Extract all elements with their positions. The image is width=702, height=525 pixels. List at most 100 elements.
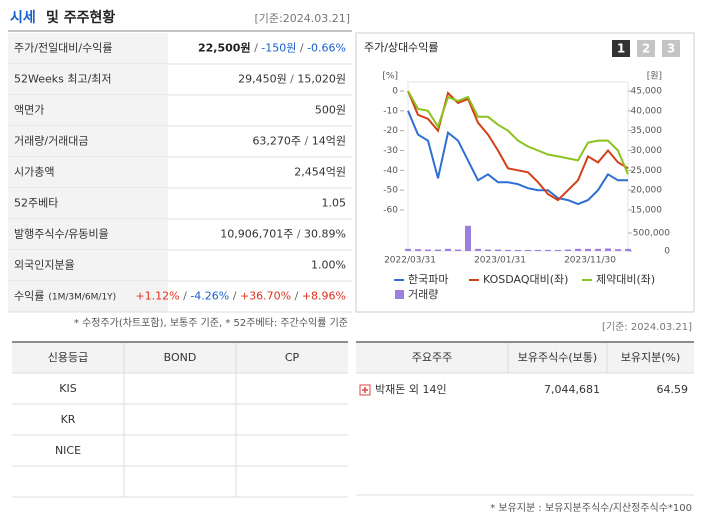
chart-button[interactable]: [662, 40, 680, 57]
legend-label: 제약대비(좌): [596, 272, 655, 286]
table-header: CP: [285, 351, 300, 364]
table-header: 신용등급: [48, 351, 88, 364]
value-separator: /: [301, 135, 312, 148]
x-tick-label: 2023/01/31: [474, 256, 526, 266]
volume-bar: [455, 249, 461, 251]
row-label-main: 52Weeks 최고/최저: [14, 73, 112, 86]
value-part: -4.26%: [190, 290, 229, 303]
x-tick-label: 2022/03/31: [384, 256, 436, 266]
chart-button-label[interactable]: 2: [642, 42, 650, 56]
row-label-bg: [8, 126, 168, 157]
holders-date: [기준: 2024.03.21]: [602, 321, 692, 333]
value-part: 1.00%: [311, 259, 346, 272]
row-label-main: 시가총액: [14, 166, 54, 179]
value-part: 29,450원: [238, 73, 287, 86]
row-label-main: 52주베타: [14, 197, 58, 210]
legend-label: 거래량: [408, 288, 438, 301]
row-label-bg: [8, 250, 168, 281]
y-tick-label: -10: [383, 106, 398, 116]
value-part: 22,500원: [198, 41, 251, 55]
holder-shares: 7,044,681: [544, 383, 600, 396]
table-header: BOND: [164, 351, 197, 364]
holder-name: 박재돈 외 14인: [375, 383, 447, 396]
table-header-bg: [12, 343, 348, 373]
value-part: -150원: [261, 42, 296, 55]
volume-bar: [425, 249, 431, 251]
volume-bar: [545, 249, 551, 251]
x-tick-label: 2023/11/30: [564, 256, 616, 266]
value-part: 2,454억원: [294, 166, 346, 179]
row-label-main: 액면가: [14, 104, 44, 117]
y-tick-label: -50: [383, 186, 398, 196]
y-unit: [%]: [382, 72, 398, 82]
volume-bar: [615, 249, 621, 251]
table-header: 보유주식수(보통): [518, 351, 597, 364]
value-separator: /: [229, 290, 240, 303]
row-label-bg: [8, 157, 168, 188]
series-line: [407, 90, 629, 175]
value-part: 15,020원: [297, 73, 346, 86]
row-label: 액면가: [14, 104, 44, 117]
row-value: 29,450원 / 15,020원: [238, 73, 346, 86]
y2-unit: [원]: [647, 71, 662, 82]
legend-swatch: [395, 290, 404, 299]
row-value: 2,454억원: [294, 166, 346, 179]
chart-button[interactable]: [637, 40, 655, 57]
chart-button-label[interactable]: 3: [667, 42, 675, 56]
value-part: +36.70%: [240, 290, 291, 303]
y-tick-label: 0: [392, 87, 398, 97]
value-separator: /: [287, 73, 298, 86]
chart-button[interactable]: [612, 40, 630, 57]
y-tick-label: -60: [383, 206, 398, 216]
y2-tick-label: 25,000: [631, 166, 663, 176]
volume-bar: [495, 249, 501, 251]
row-label-main: 외국인지분율: [14, 259, 75, 272]
row-label: 주가/전일대비/수익률: [14, 41, 113, 55]
volume-bar: [415, 249, 421, 251]
value-separator: /: [180, 290, 191, 303]
holders-note: * 보유지분 : 보유지분주식수/지산정주식수*100: [490, 502, 692, 514]
expand-plus: [362, 387, 368, 393]
row-label: 시가총액: [14, 166, 54, 179]
row-value: 63,270주 / 14억원: [252, 135, 346, 148]
value-part: -0.66%: [307, 42, 346, 55]
row-value: 1.00%: [311, 259, 346, 272]
chart-title: 주가/상대수익률: [364, 41, 439, 54]
volume-tick-label: 0: [664, 247, 670, 257]
volume-bar: [585, 248, 591, 251]
volume-bar: [625, 248, 631, 251]
row-label: 거래량/거래대금: [14, 135, 89, 148]
header-title-rest: 및 주주현황: [46, 9, 115, 26]
y-tick-label: -20: [383, 126, 398, 136]
value-part: 30.89%: [304, 228, 346, 241]
y2-tick-label: 30,000: [631, 146, 663, 156]
row-label-bg: [8, 188, 168, 219]
value-separator: /: [296, 42, 307, 55]
table-header-bg: [356, 343, 694, 373]
volume-tick-label: 500,000: [633, 229, 670, 239]
row-value: 500원: [315, 104, 346, 117]
volume-bar: [405, 248, 411, 251]
volume-bar: [605, 248, 611, 251]
value-part: 63,270주: [252, 135, 301, 148]
volume-bar: [595, 248, 601, 251]
value-part: 1.05: [322, 197, 347, 210]
volume-bar: [465, 225, 471, 251]
y2-tick-label: 15,000: [631, 206, 663, 216]
row-label: 수익률 (1M/3M/6M/1Y): [14, 290, 116, 303]
row-label: 발행주식수/유동비율: [14, 228, 109, 241]
chart-button-label[interactable]: 1: [617, 42, 625, 56]
row-label-main: 거래량/거래대금: [14, 135, 89, 148]
row-label-bg: [8, 64, 168, 95]
row-label: 52주베타: [14, 197, 58, 210]
y2-tick-label: 20,000: [631, 186, 663, 196]
row-value: 10,906,701주 / 30.89%: [220, 228, 346, 241]
volume-bar: [535, 249, 541, 251]
volume-bar: [565, 249, 571, 251]
series-line: [407, 110, 628, 206]
value-part: 500원: [315, 104, 346, 117]
row-value: 22,500원 / -150원 / -0.66%: [198, 41, 346, 55]
row-label-main: 수익률: [14, 290, 44, 303]
row-label: 외국인지분율: [14, 259, 75, 272]
